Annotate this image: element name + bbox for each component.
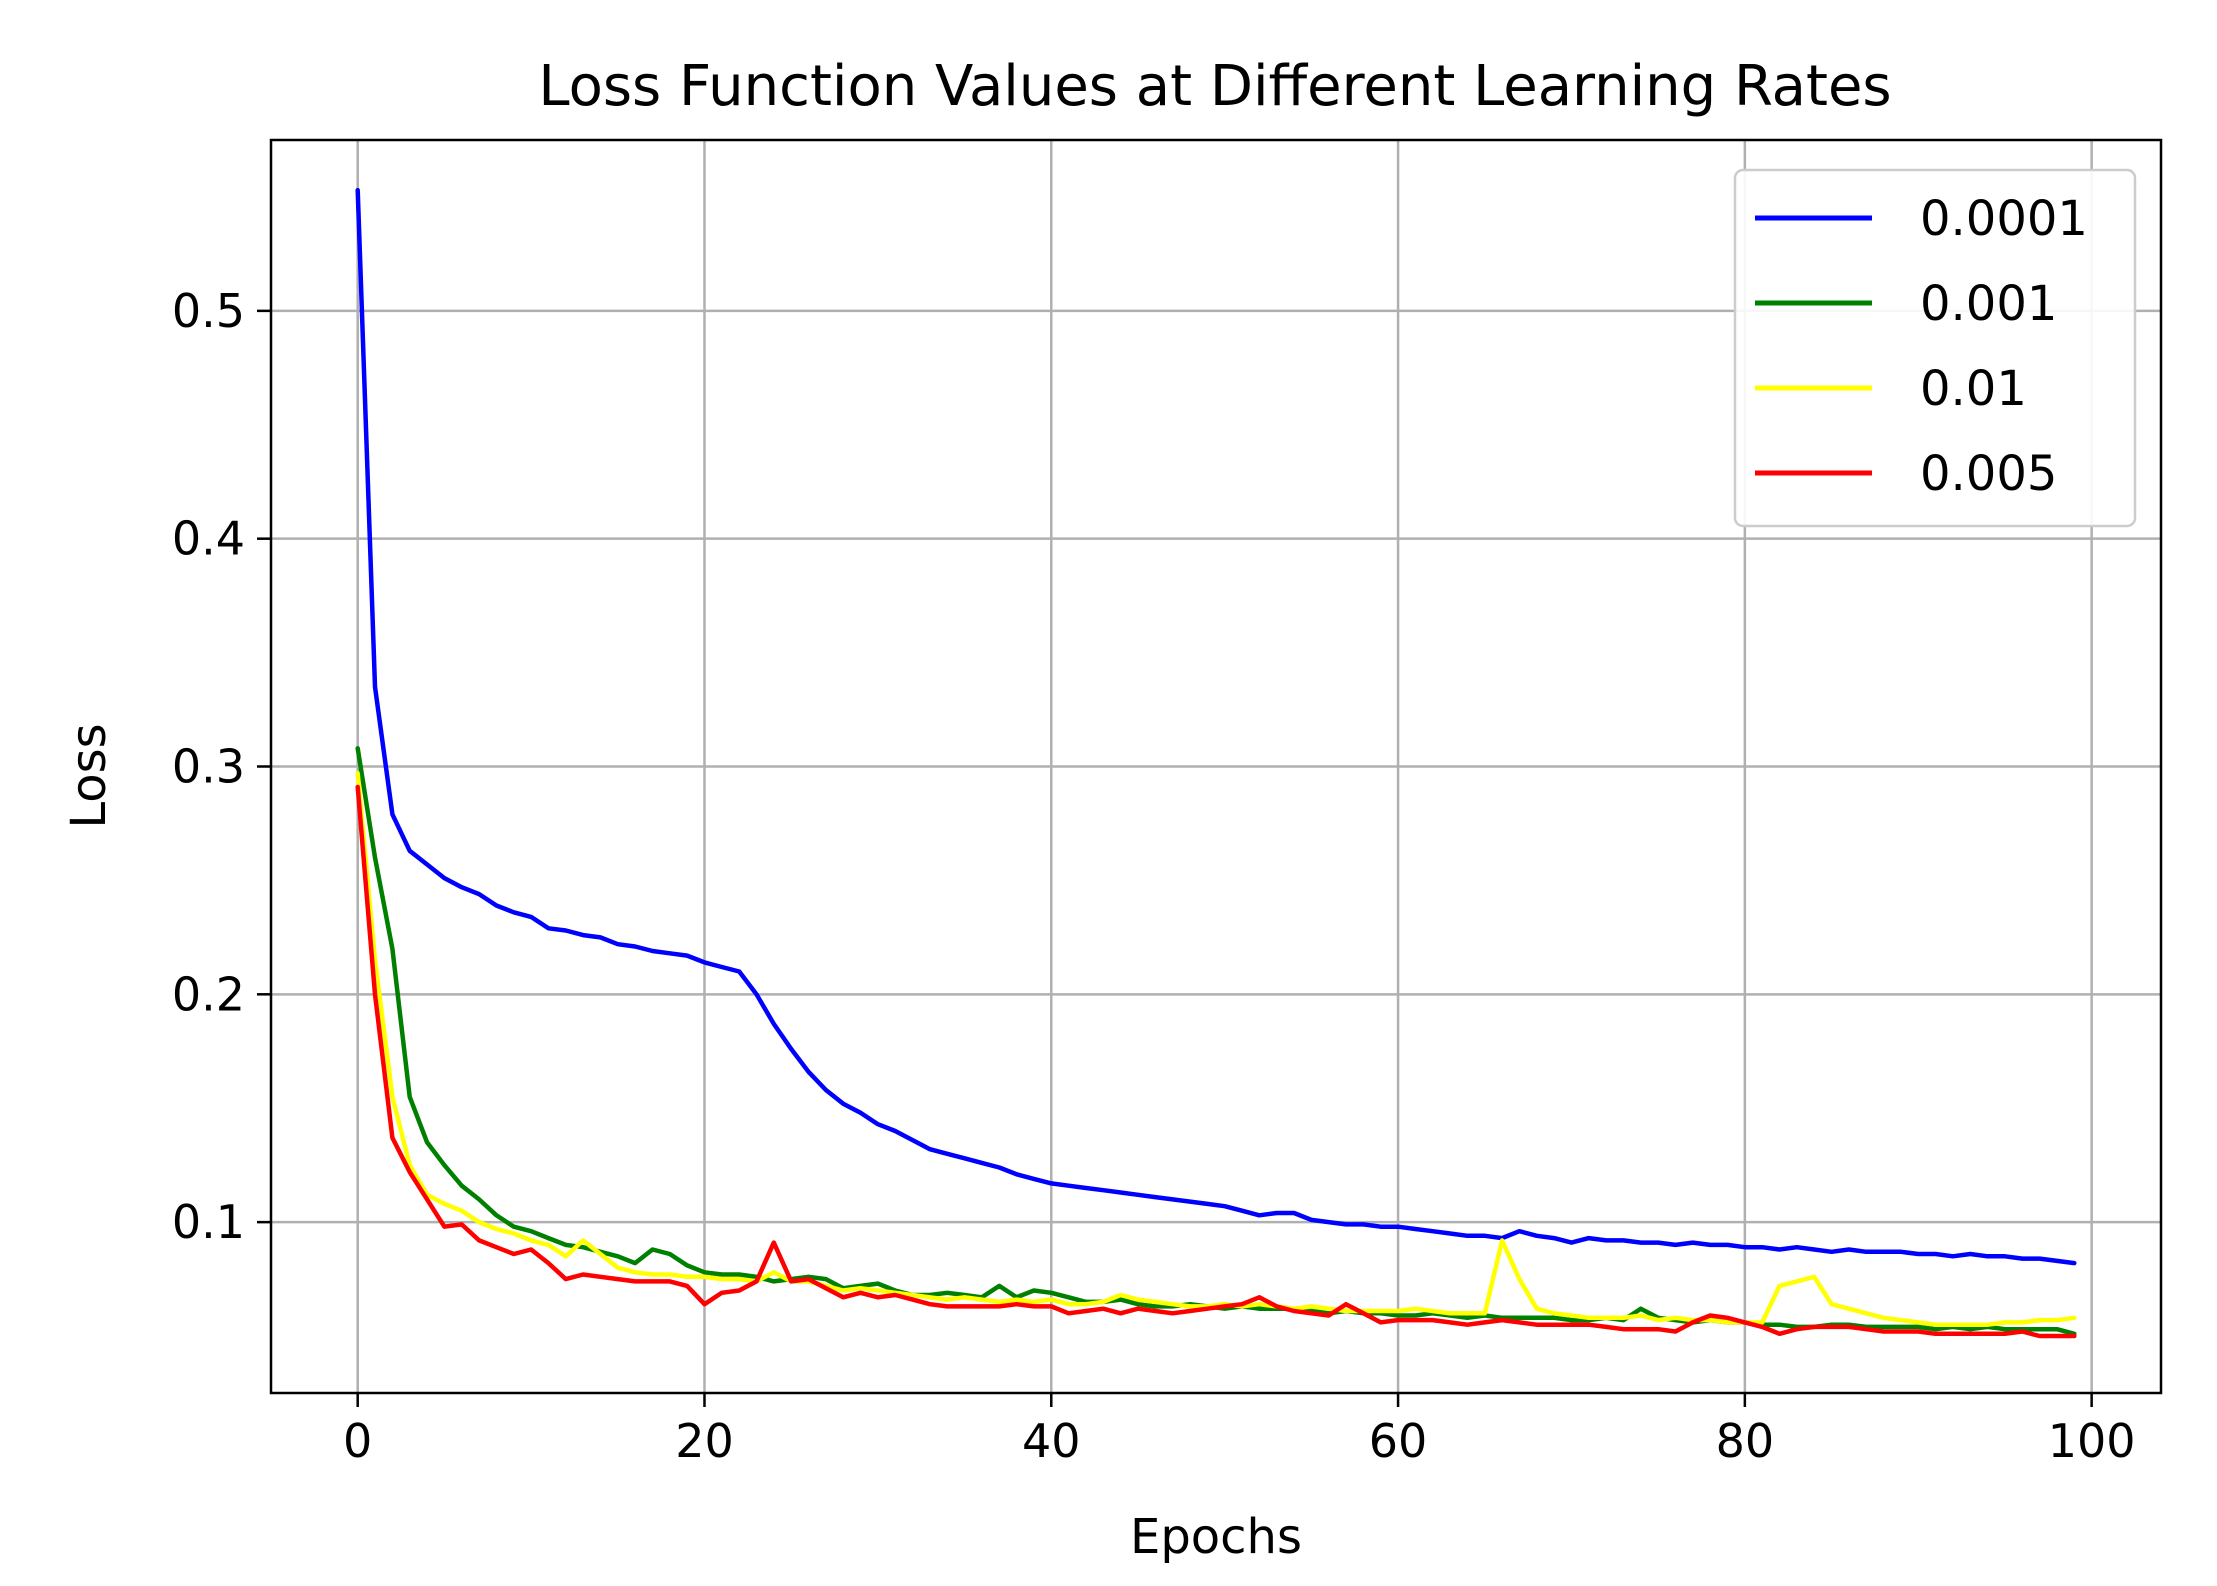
x-axis-label: Epochs [1130, 1509, 1302, 1565]
x-tick-label: 80 [1716, 1414, 1775, 1468]
legend-label: 0.01 [1920, 361, 2027, 417]
series-line-0.005 [355, 784, 2077, 1339]
x-tick-label: 0 [343, 1414, 372, 1468]
y-tick-label: 0.1 [172, 1195, 245, 1249]
y-tick-label: 0.3 [172, 740, 245, 794]
x-tick-label: 20 [675, 1414, 734, 1468]
legend-label: 0.001 [1920, 276, 2057, 332]
legend-label: 0.005 [1920, 446, 2057, 502]
y-axis-label: Loss [61, 723, 117, 828]
x-tick-label: 60 [1369, 1414, 1428, 1468]
legend-entries: 0.0001 0.001 0.01 0.005 [1755, 191, 2088, 502]
y-tick-label: 0.4 [172, 512, 245, 566]
x-tick-label: 100 [2048, 1414, 2136, 1468]
y-tick-label: 0.2 [172, 967, 245, 1021]
x-tick-label: 40 [1022, 1414, 1081, 1468]
ticks-layer: 0 20 40 60 80 100 0.1 0.2 0.3 0.4 0.5 [172, 284, 2136, 1468]
chart-title: Loss Function Values at Different Learni… [538, 54, 1891, 119]
legend: 0.0001 0.001 0.01 0.005 [1733, 168, 2137, 528]
series-line-0.0001 [355, 187, 2077, 1266]
y-tick-label: 0.5 [172, 284, 245, 338]
series-layer [355, 187, 2077, 1339]
legend-label: 0.0001 [1920, 191, 2088, 247]
legend-frame [1733, 168, 2137, 528]
